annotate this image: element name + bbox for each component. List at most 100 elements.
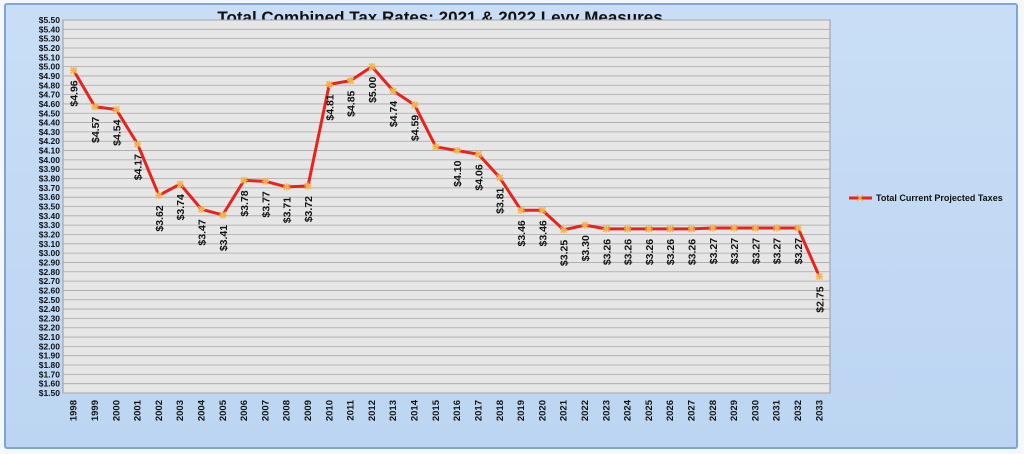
y-tick-label: $2.90	[39, 257, 61, 267]
data-point	[197, 205, 206, 213]
y-tick-label: $4.90	[39, 71, 61, 81]
x-tick-label: 2021	[559, 399, 570, 421]
data-point	[538, 206, 546, 214]
x-tick-label: 2014	[410, 399, 421, 421]
data-label: $4.81	[324, 94, 336, 120]
y-tick-label: $4.10	[39, 146, 61, 156]
x-tick-label: 2013	[388, 400, 399, 421]
data-point	[219, 211, 227, 219]
data-label: $4.57	[90, 117, 102, 143]
data-point	[304, 182, 312, 190]
data-point	[453, 146, 461, 155]
data-label: $3.71	[282, 197, 294, 223]
x-tick-label: 2018	[495, 400, 506, 421]
y-tick-label: $3.90	[39, 164, 61, 174]
y-tick-label: $2.70	[39, 276, 61, 286]
data-label: $3.27	[793, 238, 805, 264]
data-point	[155, 191, 163, 199]
data-point	[70, 66, 78, 74]
data-point	[496, 173, 504, 182]
data-label: $3.26	[623, 239, 635, 265]
data-label: $3.74	[175, 194, 187, 220]
data-point	[347, 77, 355, 85]
x-tick-label: 2016	[452, 400, 463, 421]
data-label: $3.78	[239, 190, 251, 216]
data-point	[773, 224, 781, 232]
y-tick-label: $3.50	[39, 202, 61, 212]
y-tick-label: $1.50	[39, 388, 61, 398]
y-tick-label: $3.60	[39, 192, 61, 202]
y-tick-label: $1.80	[39, 360, 61, 370]
x-tick-label: 2032	[793, 400, 804, 421]
data-point	[602, 225, 610, 233]
data-label: $3.81	[495, 187, 507, 213]
y-tick-label: $5.20	[39, 43, 61, 53]
y-tick-label: $4.60	[39, 99, 61, 109]
y-tick-label: $1.70	[39, 369, 61, 379]
data-label: $3.30	[580, 235, 592, 261]
data-point	[730, 224, 738, 232]
x-tick-label: 2023	[601, 400, 612, 421]
data-label: $3.25	[559, 240, 571, 266]
data-label: $3.26	[644, 239, 656, 265]
data-point	[581, 221, 589, 229]
y-tick-label: $2.50	[39, 295, 61, 305]
x-tick-label: 2028	[708, 400, 719, 421]
x-tick-label: 2020	[537, 400, 548, 421]
data-label: $3.46	[516, 220, 528, 246]
y-tick-label: $2.80	[39, 267, 61, 277]
y-tick-label: $4.50	[39, 108, 61, 118]
y-tick-label: $3.10	[39, 239, 61, 249]
x-tick-label: 2024	[623, 399, 634, 421]
y-tick-label: $1.90	[39, 351, 61, 361]
data-label: $3.26	[687, 239, 699, 265]
y-tick-label: $5.30	[39, 34, 61, 44]
y-tick-label: $3.80	[39, 174, 61, 184]
y-tick-label: $5.10	[39, 52, 61, 62]
data-point	[261, 177, 270, 185]
data-label: $3.77	[260, 191, 272, 217]
y-tick-label: $1.60	[39, 379, 61, 389]
data-point	[240, 176, 248, 184]
x-tick-label: 1998	[69, 400, 80, 421]
data-label: $3.62	[154, 205, 166, 231]
y-tick-label: $2.00	[39, 341, 61, 351]
x-tick-label: 2030	[750, 400, 761, 421]
legend-marker	[856, 194, 864, 202]
y-tick-label: $2.20	[39, 323, 61, 333]
data-label: $2.75	[814, 286, 826, 312]
data-point	[666, 225, 674, 233]
data-label: $4.06	[473, 164, 485, 190]
x-tick-label: 2008	[282, 400, 293, 421]
y-tick-label: $4.00	[39, 155, 61, 165]
data-label: $4.96	[69, 80, 81, 106]
data-label: $4.17	[133, 154, 145, 180]
data-point	[815, 272, 823, 281]
x-tick-label: 2022	[580, 400, 591, 421]
data-label: $5.00	[367, 76, 379, 102]
data-point	[687, 225, 696, 233]
y-tick-label: $2.60	[39, 285, 61, 295]
data-point	[560, 226, 568, 234]
data-point	[709, 224, 717, 232]
data-point	[91, 103, 99, 111]
data-label: $4.85	[346, 90, 358, 116]
data-point	[112, 105, 120, 114]
plot-area: $1.50$1.60$1.70$1.80$1.90$2.00$2.10$2.20…	[39, 15, 831, 421]
x-tick-label: 2031	[772, 399, 783, 421]
data-label: $4.10	[452, 160, 464, 186]
x-tick-label: 2010	[324, 400, 335, 421]
legend: Total Current Projected Taxes	[849, 193, 1003, 203]
x-tick-label: 2001	[133, 399, 144, 421]
x-tick-label: 2009	[303, 400, 314, 421]
data-label: $3.46	[537, 220, 549, 246]
data-label: $3.27	[708, 238, 720, 264]
x-tick-label: 2019	[516, 400, 527, 421]
x-tick-label: 2004	[196, 399, 207, 421]
y-tick-label: $3.20	[39, 229, 61, 239]
x-tick-label: 2015	[431, 399, 442, 421]
data-point	[389, 87, 397, 95]
x-tick-label: 2017	[473, 400, 484, 421]
x-tick-label: 2027	[687, 400, 698, 421]
